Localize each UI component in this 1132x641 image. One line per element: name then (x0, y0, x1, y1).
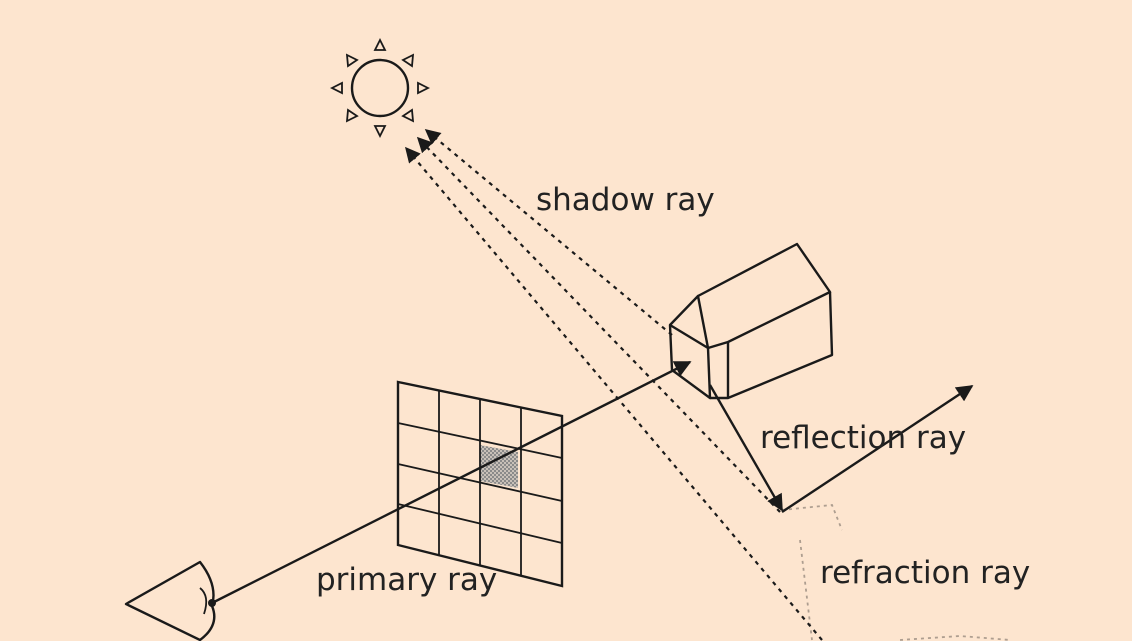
shadow-ray-label: shadow ray (536, 182, 715, 218)
shadow-rays (405, 129, 823, 641)
primary-ray-label: primary ray (316, 562, 497, 598)
refraction-ray-label: refraction ray (820, 555, 1030, 591)
reflection-ray-label: reflection ray (760, 420, 966, 456)
sun-icon (329, 37, 431, 139)
primary-ray (211, 360, 692, 605)
reflection-ray (781, 384, 974, 514)
pixel-grid (396, 380, 564, 588)
eye-icon (124, 560, 216, 641)
ray-to-surface (708, 384, 784, 512)
shadow-ray-2 (416, 136, 781, 513)
refraction-ghost (781, 504, 1011, 641)
shadow-ray-1 (424, 129, 673, 336)
house-icon (668, 242, 834, 400)
shaded-pixel (480, 445, 518, 488)
